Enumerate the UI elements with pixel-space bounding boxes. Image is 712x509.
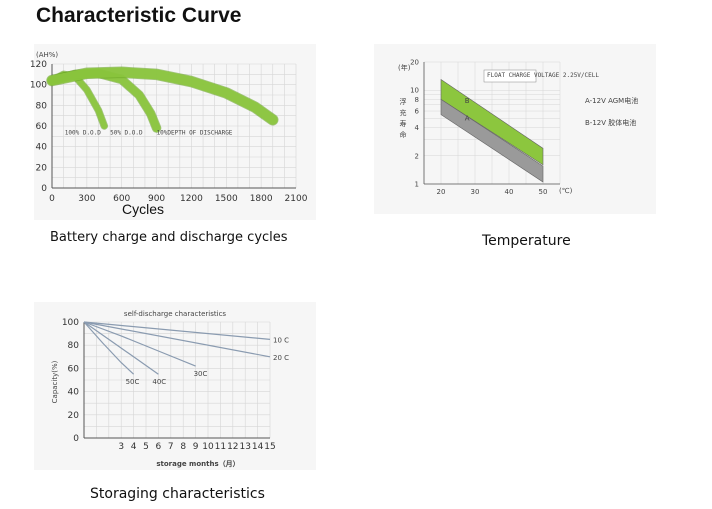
x-tick-label: 14 (252, 442, 264, 452)
y-tick-label: 6 (415, 108, 420, 116)
y-axis-label: Capacity(%) (51, 360, 59, 403)
x-unit-label: (℃) (559, 187, 573, 195)
y-tick-label: 1 (415, 181, 419, 189)
note-box (483, 69, 537, 83)
cycle-series-line (47, 67, 278, 125)
page-title: Characteristic Curve (36, 4, 242, 27)
series-label: 50% D.O.D (110, 129, 143, 136)
storage-caption: Storaging characteristics (90, 486, 265, 502)
x-tick-label: 3 (118, 442, 124, 452)
band-label: B (465, 97, 470, 105)
x-tick-label: 0 (49, 194, 55, 204)
x-tick-label: 7 (168, 442, 174, 452)
x-tick-label: 600 (113, 194, 130, 204)
x-axis-label: storage months（月） (156, 460, 239, 468)
series-label: 40C (152, 378, 166, 386)
x-tick-label: 15 (264, 442, 275, 452)
x-tick-label: 2100 (285, 194, 308, 204)
y-unit-label: (年) (398, 63, 411, 72)
self-discharge-series-line (83, 321, 135, 375)
legend-item: A-12V AGM电池 (585, 96, 638, 105)
series-label: 100% D.O.D (65, 129, 102, 136)
x-tick-label: 30 (471, 188, 480, 196)
y-tick-label: 20 (36, 163, 48, 173)
x-tick-label: 9 (193, 442, 199, 452)
x-tick-label: 50 (539, 188, 548, 196)
y-tick-label: 40 (36, 143, 48, 153)
cycles-caption: Battery charge and discharge cycles (50, 230, 288, 245)
legend-item: B-12V 胶体电池 (585, 118, 636, 127)
x-tick-label: 5 (143, 442, 149, 452)
x-axis-label: Cycles (122, 201, 164, 217)
y-tick-label: 40 (68, 388, 80, 398)
y-tick-label: 60 (36, 122, 48, 132)
series-label: 50C (126, 378, 140, 386)
series-label: 30C (194, 370, 208, 378)
series-label: 20 C (273, 354, 289, 362)
y-tick-label: 120 (30, 60, 47, 70)
series-label: 10 C (273, 336, 289, 344)
y-tick-label: 100 (30, 81, 47, 91)
y-axis-label-char: 充 (400, 108, 407, 117)
y-tick-label: 60 (68, 364, 80, 374)
x-tick-label: 4 (131, 442, 137, 452)
x-tick-label: 300 (78, 194, 95, 204)
x-tick-label: 900 (148, 194, 165, 204)
y-tick-label: 80 (68, 341, 80, 351)
y-tick-label: 0 (73, 434, 79, 444)
y-axis-label-char: 浮 (400, 97, 407, 106)
y-tick-label: 100 (62, 318, 79, 328)
self-discharge-series-line (83, 321, 159, 375)
x-tick-label: 12 (227, 442, 238, 452)
band-b (440, 78, 544, 166)
y-tick-label: 2 (415, 152, 419, 160)
band-a (440, 98, 544, 183)
y-tick-label: 80 (36, 101, 48, 111)
y-tick-label: 4 (415, 124, 420, 132)
y-tick-label: 10 (410, 87, 419, 95)
x-tick-label: 1800 (250, 194, 273, 204)
note-text: FLOAT CHARGE VOLTAGE 2.25V/CELL (487, 72, 599, 79)
self-discharge-series-line (83, 321, 271, 340)
self-discharge-series-line (83, 321, 271, 358)
y-axis-label: (AH%) (36, 51, 58, 59)
x-tick-label: 1500 (215, 194, 238, 204)
chart-title: self-discharge characteristics (124, 310, 226, 318)
y-axis-label-char: 命 (400, 130, 407, 139)
y-tick-label: 0 (41, 184, 47, 194)
x-tick-label: 13 (239, 442, 250, 452)
y-tick-label: 20 (68, 411, 80, 421)
y-axis-label-char: 寿 (400, 119, 407, 128)
x-tick-label: 6 (156, 442, 162, 452)
temperature-caption: Temperature (482, 233, 571, 249)
x-tick-label: 20 (437, 188, 446, 196)
x-tick-label: 40 (505, 188, 514, 196)
series-label: 10%DEPTH OF DISCHARGE (157, 129, 233, 136)
self-discharge-series-line (83, 321, 196, 367)
x-tick-label: 1200 (180, 194, 203, 204)
y-tick-label: 20 (410, 59, 419, 67)
band-label: A (465, 115, 470, 123)
x-tick-label: 8 (180, 442, 186, 452)
y-tick-label: 8 (415, 96, 419, 104)
x-tick-label: 11 (215, 442, 226, 452)
x-tick-label: 10 (202, 442, 214, 452)
